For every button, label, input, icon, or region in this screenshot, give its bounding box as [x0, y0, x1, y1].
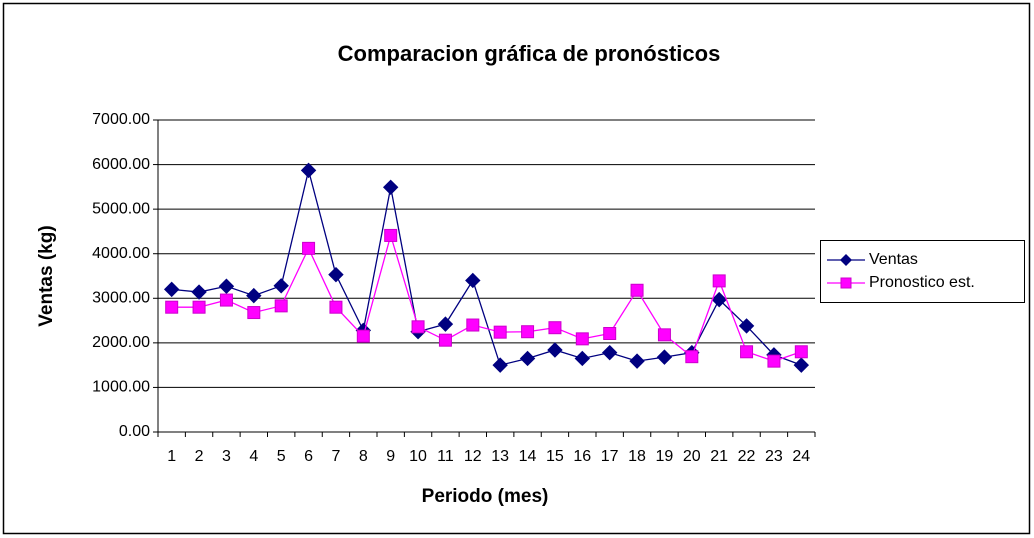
point	[685, 350, 699, 364]
y-tick-label: 7000.00	[92, 111, 150, 128]
point	[437, 316, 454, 332]
legend-box	[820, 240, 1025, 303]
point	[601, 344, 618, 361]
point	[547, 342, 563, 358]
x-tick-label: 14	[519, 448, 537, 465]
point	[411, 320, 425, 334]
x-tick-label: 7	[331, 448, 340, 465]
point	[246, 287, 262, 304]
y-tick-label: 5000.00	[92, 200, 150, 217]
x-tick-label: 20	[683, 448, 701, 465]
y-tick-label: 0.00	[119, 423, 150, 440]
chart-title: Comparacion gráfica de pronósticos	[338, 41, 721, 66]
x-tick-label: 11	[437, 448, 454, 465]
point	[656, 349, 673, 365]
point	[794, 345, 808, 359]
series	[165, 228, 808, 368]
point	[382, 179, 399, 196]
x-tick-label: 13	[491, 448, 509, 465]
y-axis-title: Ventas (kg)	[36, 225, 57, 326]
x-tick-label: 6	[304, 448, 313, 465]
x-tick-label: 15	[546, 448, 564, 465]
legend-label: Ventas	[869, 251, 918, 268]
legend-marker	[840, 254, 852, 266]
x-tick-label: 3	[222, 448, 231, 465]
point	[738, 318, 755, 334]
point	[712, 274, 726, 288]
y-tick-label: 1000.00	[92, 379, 150, 396]
x-tick-label: 2	[195, 448, 204, 465]
point	[519, 350, 536, 367]
point	[630, 283, 644, 297]
point	[192, 300, 206, 314]
x-tick-label: 1	[167, 448, 176, 465]
point	[493, 325, 507, 339]
point	[740, 345, 754, 359]
point	[657, 328, 671, 342]
point	[466, 318, 480, 332]
point	[575, 332, 589, 346]
point	[521, 325, 535, 339]
x-tick-label: 4	[249, 448, 258, 465]
point	[384, 228, 398, 242]
y-tick-label: 6000.00	[92, 156, 150, 173]
x-tick-label: 5	[277, 448, 286, 465]
point	[793, 357, 810, 373]
y-tick-label: 2000.00	[92, 334, 150, 351]
x-tick-label: 17	[601, 448, 619, 465]
x-tick-label: 12	[464, 448, 482, 465]
point	[273, 278, 289, 294]
point	[300, 162, 317, 179]
x-tick-label: 24	[792, 448, 810, 465]
x-tick-label: 21	[710, 448, 728, 465]
point	[165, 300, 179, 314]
point	[603, 326, 617, 340]
x-axis-title: Periodo (mes)	[422, 486, 549, 507]
legend: Ventas Pronostico est.	[820, 240, 1025, 303]
x-tick-label: 9	[386, 448, 395, 465]
x-tick-label: 10	[409, 448, 427, 465]
y-tick-label: 4000.00	[92, 245, 150, 262]
point	[492, 357, 508, 373]
x-tick-label: 22	[738, 448, 756, 465]
x-tick-label: 18	[628, 448, 646, 465]
x-tick-label: 19	[656, 448, 674, 465]
point	[191, 284, 207, 300]
point	[356, 329, 370, 343]
y-tick-label: 3000.00	[92, 290, 150, 307]
point	[328, 266, 344, 283]
point	[438, 333, 452, 347]
legend-marker	[840, 277, 852, 289]
x-tick-label: 16	[573, 448, 591, 465]
point	[711, 291, 727, 308]
point	[163, 281, 180, 298]
series	[163, 162, 810, 373]
point	[219, 293, 233, 307]
point	[329, 300, 343, 314]
x-tick-label: 8	[359, 448, 368, 465]
point	[548, 321, 562, 335]
point	[767, 354, 781, 368]
point	[247, 306, 261, 320]
point	[218, 278, 235, 294]
point	[629, 353, 645, 369]
legend-label: Pronostico est.	[869, 274, 975, 291]
x-tick-label: 23	[765, 448, 783, 465]
point	[274, 299, 288, 313]
point	[574, 350, 591, 367]
point	[302, 241, 316, 255]
point	[465, 272, 481, 289]
